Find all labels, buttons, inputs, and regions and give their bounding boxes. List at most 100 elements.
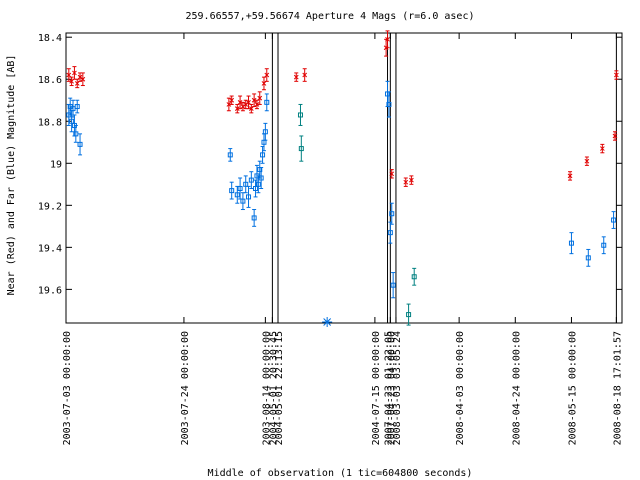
x-tick-label: 2008-08-18 17:01:57 — [612, 331, 623, 445]
far-blue-point — [568, 232, 574, 255]
far-blue-point — [298, 135, 304, 162]
far-blue-point — [234, 185, 240, 204]
near-red-point — [264, 68, 270, 82]
point-marker — [390, 282, 396, 288]
point-marker — [248, 177, 254, 183]
far-blue-point — [601, 236, 607, 255]
far-blue-point — [389, 202, 395, 225]
upper-limit-marker — [322, 317, 333, 327]
point-marker — [387, 230, 393, 236]
near-red-point — [293, 72, 299, 82]
near-red-point — [302, 68, 308, 82]
point-marker — [298, 146, 304, 152]
far-blue-point — [240, 192, 246, 211]
near-red-point — [248, 103, 254, 114]
near-red-point — [389, 169, 395, 179]
near-red-point — [584, 156, 590, 166]
point-marker — [409, 177, 414, 183]
near-red-point — [234, 103, 240, 114]
far-blue-point — [74, 99, 80, 114]
x-tick-label: 2007-04-23 04:00:00 — [386, 331, 397, 445]
point-marker — [80, 76, 86, 82]
point-marker — [264, 72, 270, 78]
point-marker — [611, 217, 617, 223]
near-red-point — [409, 175, 414, 185]
far-blue-point — [611, 211, 617, 229]
point-marker — [258, 175, 264, 181]
point-marker — [251, 97, 257, 103]
point-marker — [237, 99, 243, 105]
x-tick-label: 2004-05-01 22:13:15 — [274, 331, 285, 445]
plot-area-frame — [65, 32, 623, 324]
y-tick-label: 19 — [50, 159, 62, 170]
near-red-point — [567, 171, 573, 181]
point-marker — [226, 102, 232, 107]
point-marker — [243, 181, 249, 187]
near-red-point — [69, 76, 74, 87]
point-marker — [567, 173, 573, 179]
far-blue-point — [73, 124, 79, 143]
point-marker — [584, 158, 590, 164]
near-red-point — [254, 99, 260, 110]
point-marker — [229, 188, 235, 194]
y-tick-label: 19.4 — [38, 243, 62, 254]
near-red-point — [612, 131, 618, 141]
x-tick-label: 2003-08-14 00:00:00 — [261, 331, 272, 445]
point-marker — [246, 194, 252, 200]
far-blue-point — [243, 175, 249, 194]
asterisk-stroke — [323, 318, 332, 326]
far-blue-point — [229, 181, 235, 200]
point-marker — [293, 74, 299, 80]
far-blue-point — [257, 160, 263, 179]
far-blue-point — [237, 177, 243, 200]
far-blue-point — [227, 148, 233, 162]
point-marker — [66, 72, 72, 78]
point-marker — [74, 81, 80, 86]
y-tick-label: 18.6 — [38, 75, 62, 86]
near-red-point — [229, 95, 235, 105]
point-marker — [302, 72, 308, 78]
point-marker — [260, 152, 266, 158]
near-red-point — [403, 177, 409, 187]
point-marker — [69, 78, 74, 84]
point-marker — [389, 171, 395, 177]
x-tick-label: 2008-04-24 00:00:00 — [511, 331, 522, 445]
point-marker — [240, 198, 246, 204]
point-marker — [246, 99, 251, 105]
y-tick-label: 18.8 — [38, 117, 62, 128]
y-tick-label: 18.4 — [38, 33, 62, 44]
far-blue-point — [248, 171, 254, 190]
near-red-point — [261, 76, 267, 91]
far-blue-point — [264, 93, 270, 112]
point-marker — [262, 129, 268, 135]
x-tick-label: 2008-04-03 00:00:00 — [455, 331, 466, 445]
point-marker — [77, 74, 83, 80]
point-marker — [255, 181, 261, 187]
point-marker — [257, 95, 263, 101]
point-marker — [389, 211, 395, 217]
point-marker — [601, 242, 607, 248]
point-marker — [568, 240, 574, 246]
far-blue-point — [411, 267, 417, 286]
x-tick-label: 2008-05-15 00:00:00 — [567, 331, 578, 445]
x-tick-label: 2003-07-03 00:00:00 — [62, 331, 73, 445]
x-tick-label: 2007-04-23 01:22:05 — [384, 331, 395, 445]
point-marker — [254, 102, 260, 107]
far-blue-point — [390, 272, 396, 299]
near-red-point — [257, 91, 263, 105]
point-marker — [264, 99, 270, 105]
point-marker — [77, 141, 83, 147]
point-marker — [73, 131, 79, 137]
point-marker — [234, 106, 240, 112]
y-tick-label: 19.6 — [38, 285, 62, 296]
far-blue-point — [251, 209, 257, 227]
point-marker — [72, 70, 77, 76]
point-marker — [411, 274, 417, 280]
far-blue-point — [262, 122, 268, 141]
x-tick-label: 2004-05-01 20:30:45 — [268, 331, 279, 445]
point-marker — [69, 118, 75, 124]
far-blue-point — [386, 91, 392, 118]
near-red-point — [237, 95, 243, 110]
